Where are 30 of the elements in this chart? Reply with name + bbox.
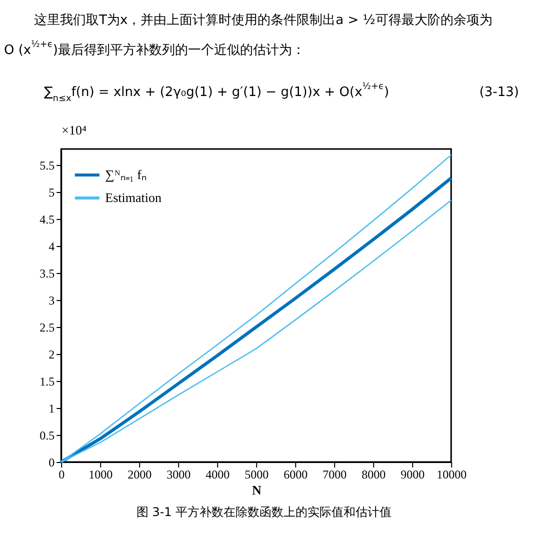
y-axis-title: ×10⁴ (62, 122, 87, 138)
y-tick-label: 3.5 (40, 266, 55, 281)
y-tick-label: 4.5 (40, 212, 55, 227)
y-tick-label: 0.5 (40, 428, 55, 443)
y-tick-label: 1.5 (40, 374, 55, 389)
x-tick-label: 2000 (128, 468, 152, 482)
legend-label: Estimation (105, 190, 162, 205)
x-tick-label: 1000 (88, 468, 113, 482)
x-tick-label: 5000 (244, 468, 269, 482)
y-tick-label: 5.5 (40, 158, 55, 173)
legend-label: ∑ᴺₙ₌₁ fₙ (105, 167, 147, 182)
y-tick-label: 5 (48, 186, 55, 200)
y-tick-label: 3 (48, 294, 55, 308)
y-tick-label: 2.5 (40, 320, 55, 335)
caption: 图 3-1 平方补数在除数函数上的实际值和估计值 (136, 505, 392, 519)
x-tick-label: 8000 (362, 468, 386, 482)
y-tick-label: 2 (48, 348, 55, 362)
x-tick-label: 4000 (206, 468, 230, 482)
x-tick-label: 7000 (322, 468, 347, 482)
x-tick-label: 3000 (166, 468, 191, 482)
y-tick-label: 0 (48, 456, 55, 470)
x-tick-label: 6000 (284, 468, 308, 482)
y-tick-label: 4 (48, 240, 55, 254)
text: 这里我们取T为x，并由上面计算时使用的条件限制出a > ½可得最大阶的余项为 (34, 13, 492, 28)
x-axis-title: N (252, 482, 262, 498)
x-tick-label: 10000 (436, 468, 467, 482)
x-tick-label: 0 (58, 468, 65, 482)
x-tick-label: 9000 (400, 468, 425, 482)
text: (3-13) (479, 85, 519, 100)
y-tick-label: 1 (48, 402, 55, 416)
